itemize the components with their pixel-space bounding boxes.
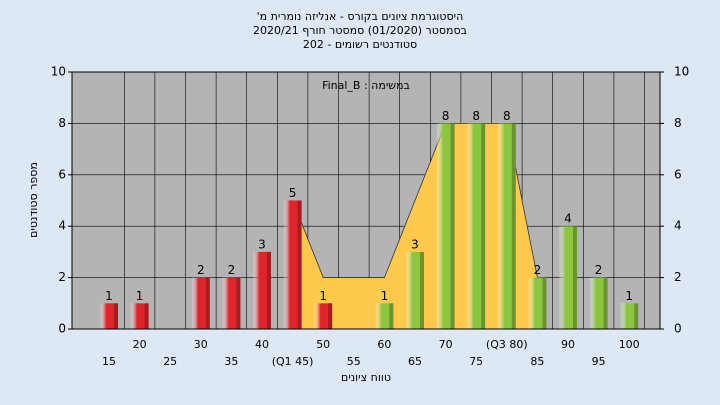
bar-shade (634, 303, 639, 329)
data-label: 8 (472, 109, 480, 123)
bar-shade (573, 226, 577, 329)
x-tick-label: 70 (439, 338, 453, 351)
bar-shade (297, 200, 302, 329)
x-tick-label: 65 (408, 355, 422, 368)
y2-tick-label: 10 (674, 65, 689, 79)
chart-subtitle: בסמסטר (01/2020) סמסטר חורף 2020/21 (253, 24, 467, 37)
data-label: 3 (411, 237, 419, 251)
bar (375, 303, 394, 329)
annotation: במשימה : Final_B (322, 79, 410, 92)
x-tick-label: 30 (194, 338, 208, 351)
bar-shade (144, 303, 149, 329)
x-tick-label: 15 (102, 355, 116, 368)
data-label: 1 (319, 289, 327, 303)
chart-title: היסטוגרמת ציונים בקורס - אנליזה נומרית מ… (257, 10, 464, 23)
x-tick-label: 25 (163, 355, 177, 368)
y2-tick-label: 4 (674, 219, 682, 233)
x-tick-label: 100 (619, 338, 640, 351)
y-tick-label: 4 (58, 219, 66, 233)
bar-shade (328, 303, 333, 329)
bar (467, 123, 486, 330)
bar (191, 277, 210, 329)
x-tick-label: (Q1 45) (272, 355, 314, 368)
bar (620, 303, 639, 329)
y2-tick-label: 6 (674, 167, 682, 181)
y-axis-label: מספר סטודנטים (27, 162, 40, 238)
x-tick-label: (Q3 80) (486, 338, 528, 351)
bar-shade (205, 277, 210, 329)
data-label: 2 (228, 263, 236, 277)
x-tick-label: 95 (592, 355, 606, 368)
data-label: 8 (442, 109, 450, 123)
x-axis-label: טווח ציונים (341, 371, 391, 384)
x-tick-label: 85 (530, 355, 544, 368)
bar (436, 123, 455, 330)
y-tick-label: 8 (58, 116, 66, 130)
bar-shade (114, 303, 118, 329)
x-tick-label: 20 (133, 338, 147, 351)
x-tick-label: 60 (377, 338, 391, 351)
bar (100, 303, 118, 329)
bar-shade (511, 123, 516, 330)
x-tick-label: 40 (255, 338, 269, 351)
data-label: 5 (289, 186, 297, 200)
bar (314, 303, 333, 329)
data-label: 1 (625, 289, 633, 303)
chart-subtitle: סטודנטים רשומים - 202 (303, 38, 417, 51)
bar (406, 251, 424, 329)
data-label: 3 (258, 237, 266, 251)
y-tick-label: 6 (58, 167, 66, 181)
y2-tick-label: 0 (674, 322, 682, 336)
y2-tick-label: 8 (674, 116, 682, 130)
bar (222, 277, 241, 329)
data-label: 2 (197, 263, 205, 277)
data-label: 2 (534, 263, 542, 277)
bar-shade (542, 277, 547, 329)
bar-shade (603, 277, 608, 329)
y-tick-label: 0 (58, 322, 66, 336)
bar-shade (481, 123, 486, 330)
x-tick-label: 50 (316, 338, 330, 351)
plot-border (71, 71, 661, 330)
x-tick-label: 75 (469, 355, 483, 368)
bar (283, 200, 302, 329)
bar-shade (420, 251, 424, 329)
data-label: 8 (503, 109, 511, 123)
data-label: 2 (595, 263, 603, 277)
bar-shade (267, 251, 271, 329)
x-tick-label: 90 (561, 338, 575, 351)
bar-shade (450, 123, 455, 330)
y-tick-label: 2 (58, 270, 66, 284)
bar (589, 277, 608, 329)
bar-shade (389, 303, 394, 329)
bar (528, 277, 547, 329)
y2-tick-label: 2 (674, 270, 682, 284)
bar (130, 303, 149, 329)
bar (253, 251, 271, 329)
y-tick-label: 10 (51, 65, 66, 79)
x-tick-label: 55 (347, 355, 361, 368)
x-tick-label: 35 (224, 355, 238, 368)
data-label: 1 (136, 289, 144, 303)
bar (559, 226, 577, 329)
data-label: 4 (564, 212, 572, 226)
bar-shade (236, 277, 241, 329)
bar (497, 123, 516, 330)
data-label: 1 (105, 289, 113, 303)
data-label: 1 (381, 289, 389, 303)
